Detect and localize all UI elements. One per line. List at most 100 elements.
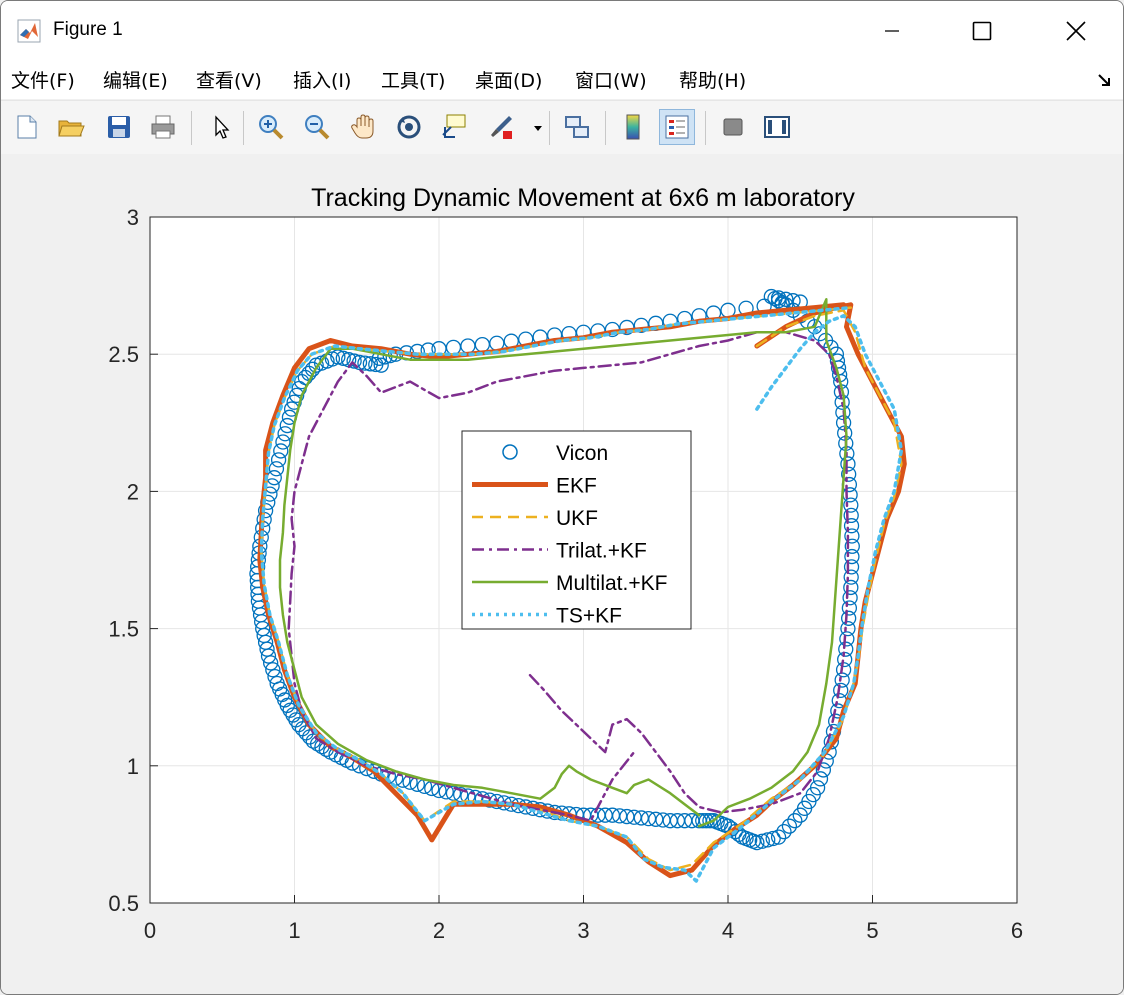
x-tick-label: 0 — [144, 918, 156, 943]
vicon-marker — [843, 518, 860, 534]
new-figure-button[interactable] — [9, 109, 45, 145]
menu-view[interactable]: 查看(V) — [196, 70, 262, 92]
chart[interactable]: 0 1 2 3 4 5 6 0.5 1 1.5 2 2.5 3 Tracking Dynamic Mov… — [1, 154, 1123, 994]
chart-title: Tracking Dynamic Movement at 6x6 m labor… — [311, 184, 855, 212]
menu-bar: 文件(F) 编辑(E) 查看(V) 插入(I) 工具(T) 桌面(D) 窗口(W… — [1, 61, 1123, 99]
vicon-marker — [335, 350, 351, 366]
vicon-marker — [265, 662, 281, 678]
vicon-marker — [843, 507, 859, 524]
zoom-out-icon — [305, 115, 330, 140]
vicon-marker — [833, 682, 849, 698]
y-tick-label: 0.5 — [108, 891, 139, 916]
vicon-marker — [273, 443, 289, 459]
pointer-button[interactable] — [203, 109, 239, 145]
vicon-marker — [841, 466, 857, 482]
window-title: Figure 1 — [53, 19, 123, 40]
zoom-out-button[interactable] — [299, 109, 335, 145]
vicon-marker — [834, 394, 850, 410]
toolbar-separator — [191, 111, 192, 145]
vicon-marker — [770, 829, 787, 845]
legend[interactable]: Vicon EKF UKF Trilat.+KF Multilat.+KF TS+KF — [461, 430, 692, 630]
vicon-marker — [282, 702, 298, 718]
link-plot-icon — [565, 116, 589, 138]
rotate-3d-button[interactable] — [391, 109, 427, 145]
vicon-marker — [373, 357, 389, 373]
brush-icon — [491, 116, 512, 139]
ticks: 0 1 2 3 4 5 6 0.5 1 1.5 2 2.5 3 — [108, 205, 1023, 943]
maximize-button[interactable] — [959, 11, 1005, 51]
vicon-marker — [633, 317, 649, 334]
colorbar-icon — [626, 114, 640, 140]
open-file-button[interactable] — [53, 109, 89, 145]
brush-button[interactable] — [483, 109, 519, 145]
x-tick-label: 2 — [433, 918, 445, 943]
close-icon — [1066, 21, 1086, 41]
vicon-marker — [279, 697, 295, 714]
series-line-trilat-kf — [287, 330, 850, 822]
vicon-marker — [270, 452, 287, 468]
vicon-marker — [754, 833, 770, 849]
vicon-marker — [778, 291, 794, 307]
link-plot-button[interactable] — [559, 109, 595, 145]
toolbar-separator — [549, 111, 550, 145]
dock-arrow-icon[interactable] — [1097, 73, 1113, 87]
menu-file[interactable]: 文件(F) — [11, 70, 75, 92]
vicon-marker — [760, 832, 776, 848]
legend-label: UKF — [556, 507, 598, 530]
y-tick-label: 1.5 — [108, 617, 139, 642]
save-button[interactable] — [101, 109, 137, 145]
vicon-marker — [844, 528, 860, 544]
save-icon — [108, 116, 130, 138]
x-tick-label: 6 — [1011, 918, 1023, 943]
vicon-marker — [268, 461, 285, 477]
vicon-marker — [841, 610, 857, 626]
vicon-marker — [285, 707, 301, 723]
vicon-marker — [619, 319, 635, 336]
toolbar — [1, 100, 1123, 155]
colorbar-button[interactable] — [615, 109, 651, 145]
y-tick-label: 2 — [127, 479, 139, 504]
legend-label: Multilat.+KF — [556, 572, 667, 595]
data-cursor-button[interactable] — [437, 109, 473, 145]
vicon-marker — [815, 762, 832, 778]
x-tick-label: 5 — [866, 918, 878, 943]
legend-box — [461, 430, 692, 630]
legend-label: Vicon — [556, 442, 608, 465]
zoom-in-button[interactable] — [253, 109, 289, 145]
print-button[interactable] — [145, 109, 181, 145]
vicon-marker — [289, 387, 305, 404]
menu-desktop[interactable]: 桌面(D) — [475, 70, 543, 92]
show-plot-tools-icon — [764, 116, 790, 138]
brush-dropdown-icon[interactable] — [533, 125, 543, 133]
vicon-marker — [765, 830, 781, 847]
legend-button[interactable] — [659, 109, 695, 145]
rotate-3d-icon — [397, 115, 421, 139]
minimize-button[interactable] — [869, 11, 915, 51]
vicon-marker — [840, 456, 856, 472]
legend-label: Trilat.+KF — [556, 540, 647, 563]
vicon-marker — [260, 648, 277, 664]
vicon-marker — [362, 356, 379, 372]
menu-tools[interactable]: 工具(T) — [381, 70, 446, 92]
vicon-marker — [787, 813, 803, 829]
hide-plot-tools-icon — [723, 118, 743, 136]
print-icon — [151, 115, 175, 139]
minimize-icon — [885, 30, 899, 32]
close-button[interactable] — [1053, 11, 1099, 51]
show-plot-tools-button[interactable] — [759, 109, 795, 145]
menu-edit[interactable]: 编辑(E) — [103, 70, 168, 92]
vicon-marker — [702, 813, 718, 829]
x-tick-label: 3 — [577, 918, 589, 943]
vicon-marker — [263, 655, 279, 671]
pan-button[interactable] — [345, 109, 381, 145]
matlab-logo-icon — [17, 19, 41, 43]
series-line-ts-kf — [259, 305, 904, 883]
menu-window[interactable]: 窗口(W) — [575, 70, 647, 92]
menu-insert[interactable]: 插入(I) — [293, 70, 352, 92]
hide-plot-tools-button[interactable] — [715, 109, 751, 145]
legend-label: TS+KF — [556, 605, 622, 628]
vicon-marker — [843, 559, 860, 575]
plot-series — [249, 288, 907, 883]
menu-help[interactable]: 帮助(H) — [679, 70, 747, 92]
